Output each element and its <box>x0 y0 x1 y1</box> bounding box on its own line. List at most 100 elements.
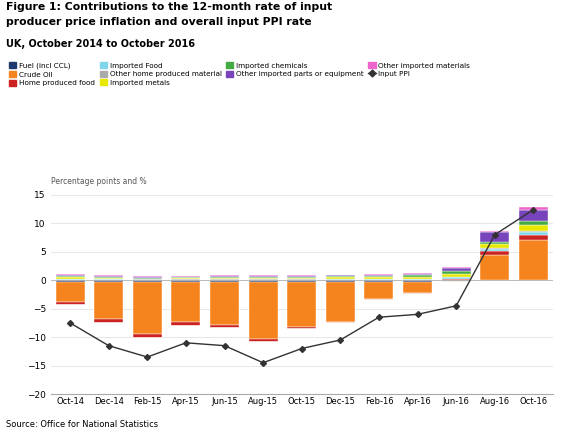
Bar <box>249 275 277 276</box>
Bar <box>326 322 355 323</box>
Bar <box>94 280 123 282</box>
Bar <box>56 274 85 275</box>
Bar <box>364 280 394 282</box>
Bar <box>403 279 432 280</box>
Text: UK, October 2014 to October 2016: UK, October 2014 to October 2016 <box>6 39 195 49</box>
Bar <box>403 282 432 293</box>
Bar <box>442 278 471 280</box>
Bar <box>519 280 548 281</box>
Bar <box>287 279 316 280</box>
Bar <box>56 275 85 276</box>
Bar <box>56 279 85 280</box>
Bar <box>94 320 123 323</box>
Bar <box>94 275 123 276</box>
Bar <box>481 251 509 255</box>
Bar <box>326 282 355 322</box>
Bar <box>481 242 509 244</box>
Text: Percentage points and %: Percentage points and % <box>51 178 147 186</box>
Legend: Fuel (incl CCL), Crude Oil, Home produced food, Imported Food, Other home produc: Fuel (incl CCL), Crude Oil, Home produce… <box>9 62 470 86</box>
Bar <box>133 280 162 282</box>
Bar <box>249 280 277 282</box>
Bar <box>287 278 316 279</box>
Text: Source: Office for National Statistics: Source: Office for National Statistics <box>6 420 158 429</box>
Bar <box>287 280 316 282</box>
Bar <box>133 277 162 278</box>
Bar <box>442 280 471 281</box>
Bar <box>364 276 394 277</box>
Bar <box>364 282 394 299</box>
Bar <box>133 276 162 277</box>
Bar <box>442 271 471 274</box>
Bar <box>403 280 432 282</box>
Bar <box>249 279 277 280</box>
Bar <box>481 231 509 233</box>
Bar <box>403 277 432 279</box>
Bar <box>133 278 162 279</box>
Bar <box>287 277 316 278</box>
Bar <box>364 299 394 300</box>
Bar <box>171 277 200 278</box>
Bar <box>287 276 316 277</box>
Bar <box>171 276 200 277</box>
Bar <box>519 232 548 235</box>
Bar <box>210 282 239 325</box>
Bar <box>403 293 432 294</box>
Bar <box>94 277 123 278</box>
Bar <box>171 278 200 279</box>
Bar <box>519 231 548 232</box>
Text: producer price inflation and overall input PPI rate: producer price inflation and overall inp… <box>6 17 311 27</box>
Bar <box>94 276 123 277</box>
Bar <box>210 280 239 282</box>
Bar <box>171 322 200 326</box>
Bar <box>249 282 277 339</box>
Bar <box>210 278 239 279</box>
Bar <box>56 276 85 277</box>
Bar <box>210 279 239 280</box>
Bar <box>249 276 277 277</box>
Bar <box>249 277 277 278</box>
Bar <box>210 275 239 276</box>
Bar <box>481 233 509 242</box>
Bar <box>403 274 432 275</box>
Bar <box>326 280 355 282</box>
Bar <box>287 275 316 276</box>
Bar <box>326 276 355 278</box>
Bar <box>56 277 85 279</box>
Bar <box>249 339 277 342</box>
Bar <box>133 334 162 338</box>
Bar <box>403 273 432 274</box>
Bar <box>481 255 509 280</box>
Bar <box>326 278 355 279</box>
Bar <box>210 277 239 278</box>
Bar <box>171 282 200 322</box>
Bar <box>133 279 162 280</box>
Bar <box>519 210 548 221</box>
Bar <box>364 279 394 280</box>
Bar <box>442 267 471 268</box>
Bar <box>287 282 316 327</box>
Bar <box>287 327 316 329</box>
Bar <box>481 244 509 249</box>
Bar <box>442 277 471 278</box>
Bar <box>442 274 471 277</box>
Bar <box>364 277 394 279</box>
Bar <box>442 281 471 282</box>
Bar <box>171 279 200 280</box>
Bar <box>56 282 85 302</box>
Bar <box>519 235 548 240</box>
Bar <box>94 279 123 280</box>
Bar <box>364 274 394 275</box>
Bar <box>171 280 200 282</box>
Bar <box>210 325 239 328</box>
Bar <box>519 221 548 225</box>
Bar <box>94 278 123 279</box>
Bar <box>481 249 509 251</box>
Bar <box>56 280 85 282</box>
Bar <box>210 276 239 277</box>
Text: Figure 1: Contributions to the 12-month rate of input: Figure 1: Contributions to the 12-month … <box>6 2 332 12</box>
Bar <box>364 275 394 276</box>
Bar <box>519 225 548 231</box>
Bar <box>519 207 548 210</box>
Bar <box>326 275 355 276</box>
Bar <box>133 282 162 334</box>
